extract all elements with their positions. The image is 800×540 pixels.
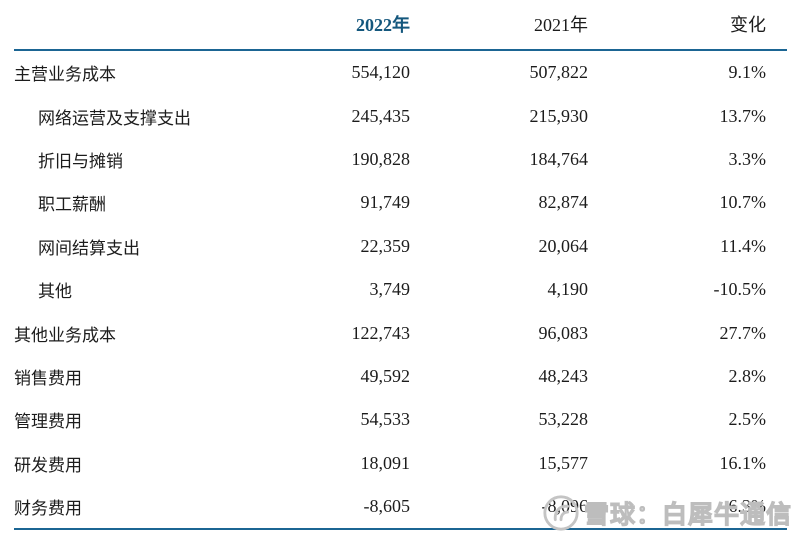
header-2021: 2021年 [534,14,588,35]
table-row: 管理费用 54,533 53,228 2.5% [14,398,787,441]
row-label: 网间结算支出 [38,238,140,258]
table-body: 主营业务成本 554,120 507,822 9.1% 网络运营及支撑支出 24… [14,51,787,531]
value-2022: -8,605 [363,496,411,517]
row-label: 主营业务成本 [14,65,116,85]
value-2022: 18,091 [360,452,411,473]
value-2022: 91,749 [360,192,411,213]
value-2022: 190,828 [351,148,411,169]
row-label: 其他业务成本 [14,325,116,345]
row-label: 其他 [38,282,72,302]
value-2021: 15,577 [538,452,589,473]
value-change: -6.3% [722,496,767,517]
table-row: 其他业务成本 122,743 96,083 27.7% [14,311,787,354]
value-2022: 3,749 [369,279,411,300]
value-2021: 82,874 [538,192,589,213]
header-label-spacer [14,24,214,26]
table-header-row: 2022年 2021年 变化 [14,0,787,51]
value-2021: 48,243 [538,365,589,386]
row-label: 折旧与摊销 [38,151,123,171]
table-row: 职工薪酬 91,749 82,874 10.7% [14,181,787,224]
value-2021: 4,190 [547,279,589,300]
header-change: 变化 [730,14,766,35]
value-2021: 507,822 [529,62,589,83]
value-change: 3.3% [728,148,767,169]
value-2021: 96,083 [538,322,589,343]
table-row: 其他 3,749 4,190 -10.5% [14,268,787,311]
row-label: 网络运营及支撑支出 [38,108,191,128]
row-label: 销售费用 [14,368,82,388]
value-change: 2.8% [728,365,767,386]
value-change: 16.1% [719,452,767,473]
value-change: 2.5% [728,409,767,430]
value-2022: 122,743 [351,322,411,343]
value-2021: 184,764 [529,148,589,169]
value-2021: 53,228 [538,409,589,430]
value-2022: 22,359 [360,235,411,256]
value-2022: 245,435 [351,105,411,126]
table-row: 主营业务成本 554,120 507,822 9.1% [14,51,787,94]
table-row: 网间结算支出 22,359 20,064 11.4% [14,225,787,268]
value-change: 13.7% [719,105,767,126]
value-change: -10.5% [713,279,767,300]
table-row: 研发费用 18,091 15,577 16.1% [14,442,787,485]
table-row: 财务费用 -8,605 -8,096 -6.3% [14,485,787,528]
row-label: 管理费用 [14,412,82,432]
row-label: 研发费用 [14,455,82,475]
value-2021: 20,064 [538,235,589,256]
row-label: 财务费用 [14,499,82,519]
value-change: 27.7% [719,322,767,343]
value-2022: 49,592 [360,365,411,386]
row-label: 职工薪酬 [38,195,106,215]
table-row: 网络运营及支撑支出 245,435 215,930 13.7% [14,94,787,137]
value-change: 11.4% [720,235,766,256]
cost-comparison-table: 2022年 2021年 变化 主营业务成本 554,120 507,822 9.… [14,0,787,531]
header-2022: 2022年 [356,14,410,35]
value-2021: -8,096 [541,496,589,517]
table-row: 销售费用 49,592 48,243 2.8% [14,355,787,398]
value-2021: 215,930 [529,105,589,126]
table-row: 折旧与摊销 190,828 184,764 3.3% [14,138,787,181]
value-2022: 554,120 [351,62,411,83]
value-change: 10.7% [719,192,767,213]
value-change: 9.1% [728,62,767,83]
value-2022: 54,533 [360,409,411,430]
